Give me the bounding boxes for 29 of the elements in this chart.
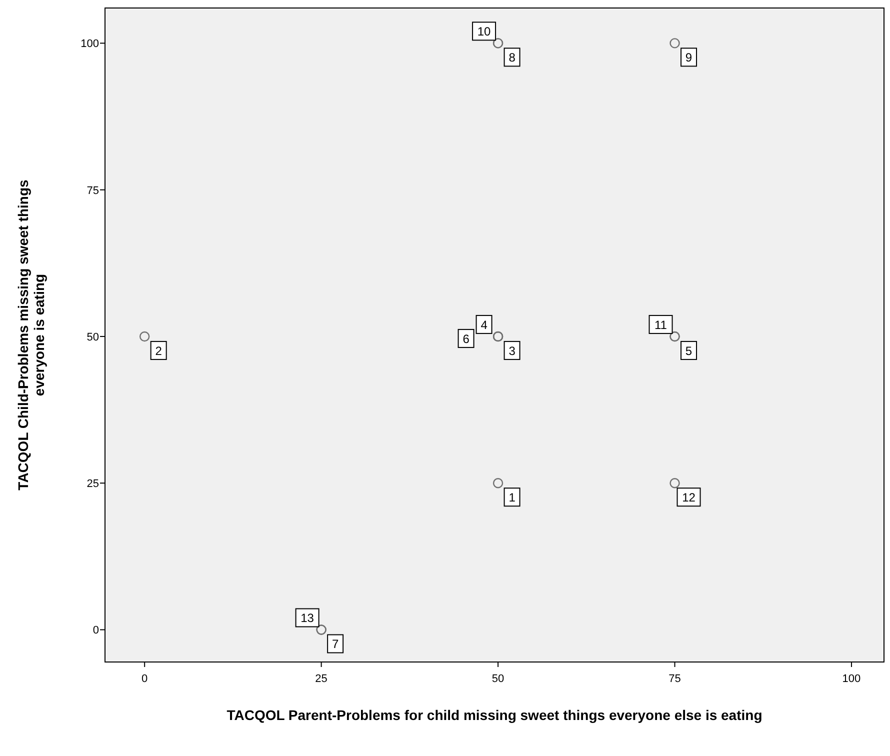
annotation: 11: [654, 318, 668, 332]
x-tick-label: 50: [492, 673, 504, 685]
annotation: 10: [477, 24, 492, 39]
y-tick-label: 75: [86, 184, 99, 197]
annotation: 6: [462, 332, 470, 346]
annotation: 13: [300, 611, 314, 626]
annotation: 3: [508, 344, 516, 358]
x-axis-title: TACQOL Parent-Problems for child missing sweet things everyone else is eating: [226, 707, 762, 723]
x-tick-label: 100: [842, 673, 861, 685]
x-tick-label: 0: [142, 673, 148, 685]
y-tick-label: 25: [86, 478, 99, 490]
annotation: 5: [685, 344, 692, 358]
x-tick-label: 25: [315, 673, 328, 685]
point: [492, 478, 504, 488]
y-axis-title: TACQOL Child-Problems missing sweet things everyone is eating: [15, 179, 47, 490]
annotation: 4: [480, 318, 488, 332]
y-tick-label: 100: [80, 38, 99, 50]
annotation: 7: [332, 637, 339, 652]
point: [670, 478, 680, 488]
x-tick-label: 75: [668, 673, 681, 685]
annotation: 8: [508, 50, 516, 65]
point: [139, 331, 150, 342]
annotation: 1: [508, 490, 516, 505]
annotation: 2: [155, 344, 162, 358]
annotation: 12: [682, 490, 696, 505]
y-tick-label: 50: [86, 331, 99, 344]
y-tick-label: 0: [92, 624, 99, 637]
point: [670, 38, 680, 48]
annotation: 9: [685, 50, 692, 65]
